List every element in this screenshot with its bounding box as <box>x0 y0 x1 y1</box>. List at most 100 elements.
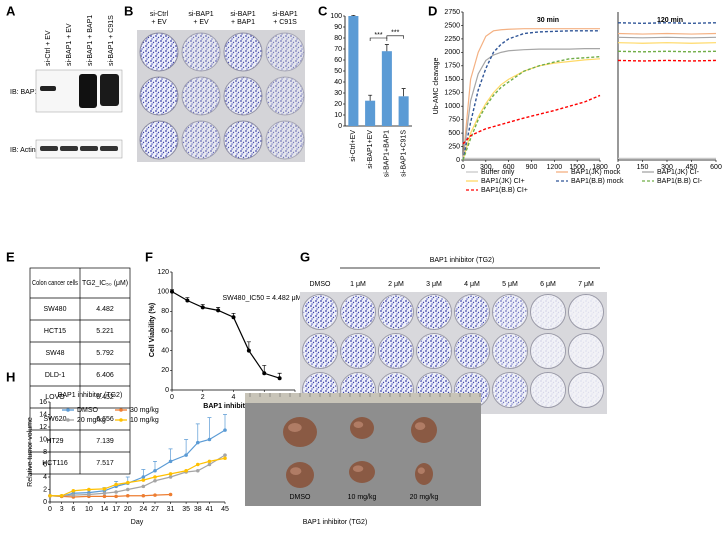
x-tick-label: 300 <box>480 164 492 171</box>
y-tick-label: 1500 <box>444 76 460 83</box>
plate <box>223 120 263 160</box>
legend-label: 30 mg/kg <box>130 407 159 414</box>
panel-label: G <box>300 249 310 264</box>
plate-header: 4 μM <box>464 281 480 288</box>
table-cell: 6.656 <box>96 416 114 423</box>
x-tick-label: 35 <box>182 506 190 513</box>
series-line <box>617 50 717 53</box>
x-tick-label: 10 <box>85 506 93 513</box>
photo-label: DMSO <box>290 494 312 501</box>
point <box>87 487 91 492</box>
lane-label: si-BAP1 + BAP1 <box>87 15 94 66</box>
y-tick-label: 50 <box>334 68 342 75</box>
table-cell: 6.452 <box>96 394 114 401</box>
plate <box>569 373 603 407</box>
plate <box>417 334 451 368</box>
plate-header: 2 μM <box>388 281 404 288</box>
photo-label: 10 mg/kg <box>348 494 377 501</box>
series-line <box>462 94 601 145</box>
tumor <box>415 463 433 485</box>
plate-header: si-Ctrl <box>150 11 169 18</box>
point <box>168 472 173 476</box>
y-tick-label: 4 <box>43 474 47 481</box>
point <box>195 440 200 445</box>
plate-header: si-BAP1 <box>230 11 255 18</box>
y-tick-label: 250 <box>448 143 460 150</box>
legend-label: BAP1(B.B) CI- <box>657 178 703 185</box>
plate-header: 3 μM <box>426 281 442 288</box>
plate <box>303 334 337 368</box>
plate-header: + BAP1 <box>231 19 255 26</box>
plate <box>531 295 565 329</box>
plate-header: si-BAP1 <box>272 11 297 18</box>
point <box>185 298 190 303</box>
y-tick-label: 0 <box>43 499 47 506</box>
point <box>71 488 76 493</box>
plate-title: BAP1 inhibitor (TG2) <box>430 257 495 264</box>
error-bar <box>223 414 227 431</box>
table-cell: 7.139 <box>96 438 114 445</box>
y-tick-label: 60 <box>161 328 169 335</box>
plate <box>417 295 451 329</box>
legend-marker <box>119 408 123 412</box>
legend-label: BAP1(B.B) CI+ <box>481 187 528 194</box>
tumor <box>349 461 375 483</box>
legend-label: DMSO <box>77 407 99 414</box>
plate <box>265 32 305 72</box>
panel-label: A <box>6 3 16 18</box>
x-tick-label: 600 <box>503 164 515 171</box>
x-tick-label: 45 <box>221 506 229 513</box>
point <box>207 462 212 467</box>
point <box>195 462 200 467</box>
plate <box>569 334 603 368</box>
y-tick-label: 10 <box>39 436 47 443</box>
chart-title: BAP1 inhibitor (TG2) <box>58 392 123 399</box>
x-tick-label: 38 <box>194 506 202 513</box>
y-tick-label: 2500 <box>444 22 460 29</box>
plate <box>341 334 375 368</box>
point <box>200 305 205 310</box>
table-cell: SW480 <box>44 306 67 313</box>
chart-title: 30 min <box>537 17 559 24</box>
table-cell: LOVO <box>45 394 65 401</box>
point <box>277 376 282 381</box>
error-bar <box>195 423 200 443</box>
x-tick-label: si-BAP1+BAP1 <box>384 130 391 177</box>
y-tick-label: 90 <box>334 24 342 31</box>
plate-header: + EV <box>151 19 167 26</box>
band <box>79 74 97 108</box>
point <box>207 459 212 464</box>
point <box>102 487 107 491</box>
axis <box>171 272 295 391</box>
photo <box>245 393 481 506</box>
point <box>153 468 157 473</box>
series-line <box>50 457 226 497</box>
point <box>71 493 76 497</box>
plate <box>223 32 263 72</box>
series-line <box>171 291 280 379</box>
plate-header: + C91S <box>273 19 297 26</box>
tumor-highlight <box>417 467 425 475</box>
legend-label: 20 mg/kg <box>77 417 106 424</box>
y-tick-label: 0 <box>165 387 169 394</box>
y-tick-label: 40 <box>334 79 342 86</box>
tumor-highlight <box>290 467 302 475</box>
point <box>125 487 130 492</box>
x-tick-label: 24 <box>139 506 147 513</box>
series-line <box>462 58 601 161</box>
legend-label: Buffer only <box>481 169 515 176</box>
table-cell: SW48 <box>45 350 64 357</box>
y-tick-label: 750 <box>448 116 460 123</box>
y-axis-label: Ub-AMC cleavage <box>433 57 440 114</box>
x-tick-label: 0 <box>170 394 174 401</box>
table-cell: HCT15 <box>44 328 66 335</box>
plate-header: DMSO <box>310 281 332 288</box>
series-line <box>49 493 171 498</box>
x-tick-label: 150 <box>637 164 649 171</box>
plate <box>139 120 179 160</box>
point <box>141 478 146 482</box>
x-tick-label: 1200 <box>547 164 563 171</box>
bar <box>365 100 376 126</box>
y-tick-label: 70 <box>334 46 342 53</box>
error-bar <box>184 439 189 456</box>
